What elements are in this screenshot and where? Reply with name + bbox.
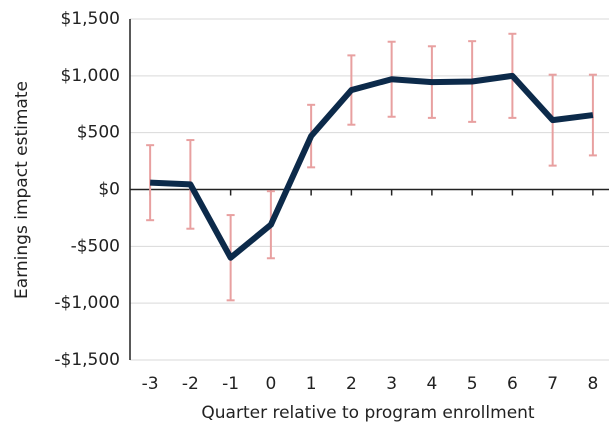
y-tick-label: $1,500	[61, 9, 120, 29]
x-tick-label: 0	[265, 374, 276, 394]
y-tick-label: $1,000	[61, 66, 120, 86]
x-axis-label: Quarter relative to program enrollment	[201, 403, 535, 423]
x-tick-label: -3	[142, 374, 159, 394]
y-axis-label: Earnings impact estimate	[12, 81, 32, 299]
y-tick-label: $500	[77, 123, 120, 143]
y-tick-label: $0	[98, 180, 120, 200]
y-tick-label: -$500	[71, 236, 120, 256]
x-tick-label: 7	[547, 374, 558, 394]
x-tick-label: -1	[222, 374, 239, 394]
x-tick-label: 4	[426, 374, 437, 394]
x-tick-label: 3	[386, 374, 397, 394]
x-tick-label: -2	[182, 374, 199, 394]
x-tick-label: 1	[306, 374, 317, 394]
data-line	[149, 72, 594, 261]
x-tick-label: 2	[346, 374, 357, 394]
x-tick-label: 6	[507, 374, 518, 394]
y-tick-label: -$1,500	[54, 350, 120, 370]
x-tick-label: 5	[467, 374, 478, 394]
x-tick-label: 8	[587, 374, 598, 394]
y-tick-label: -$1,000	[54, 293, 120, 313]
